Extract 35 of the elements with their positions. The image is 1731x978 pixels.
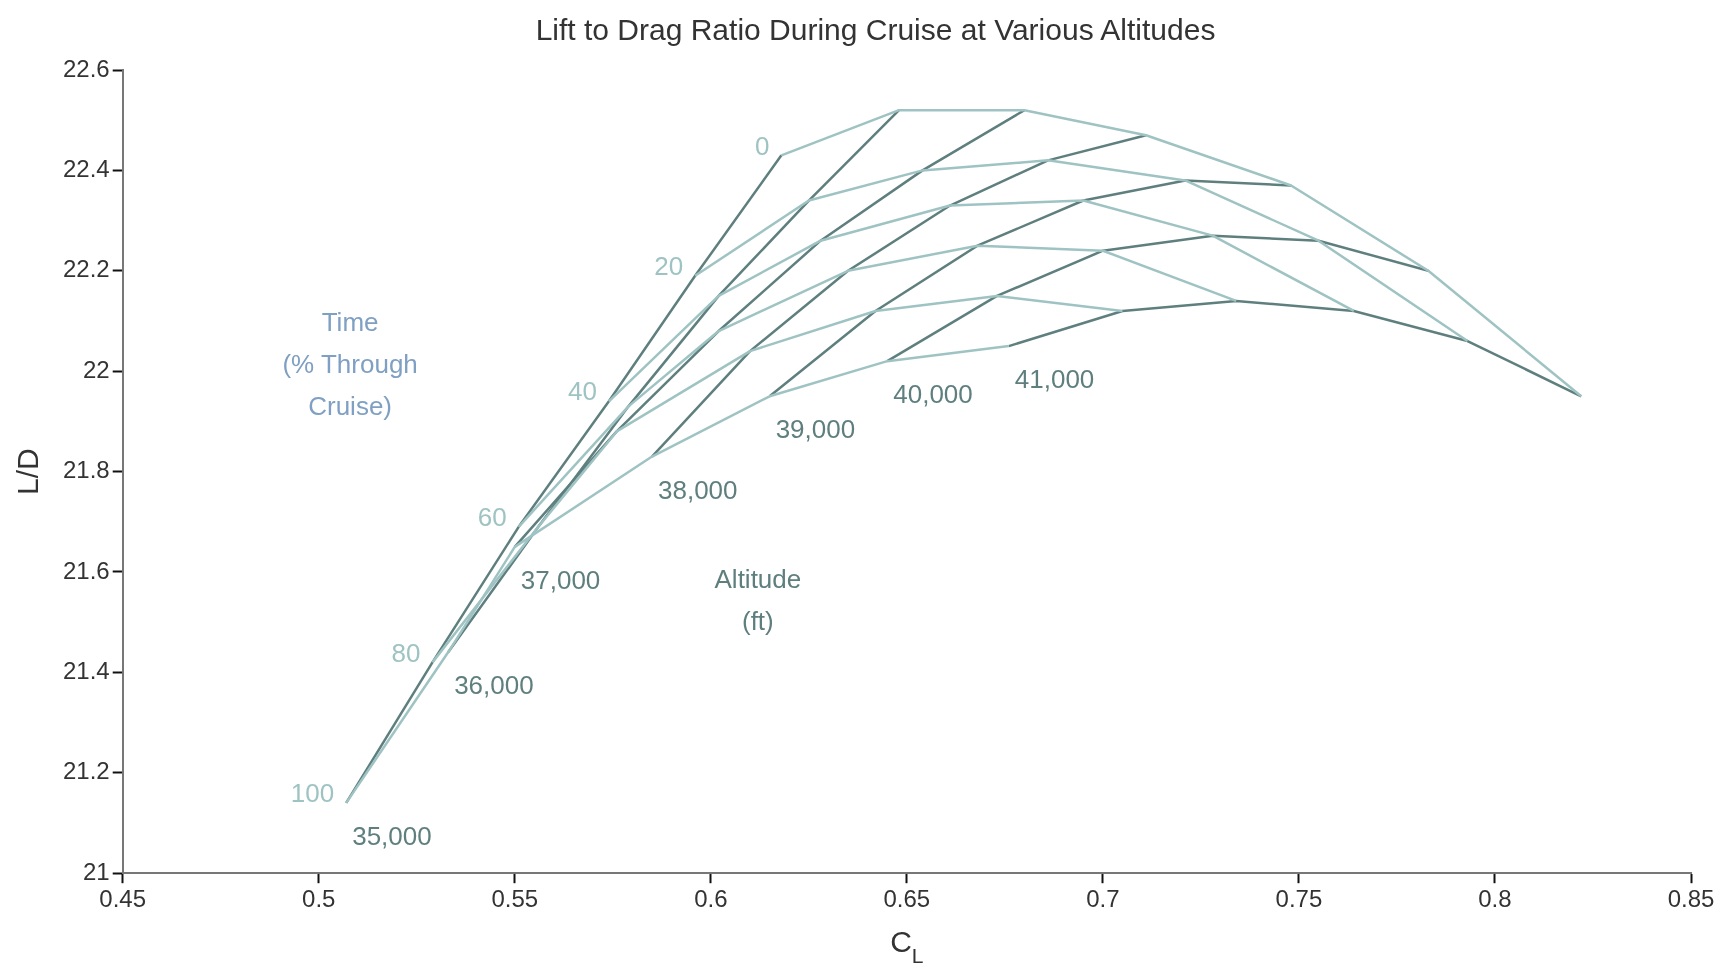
x-tick-label: 0.55 bbox=[491, 885, 539, 913]
y-tick-label: 21 bbox=[83, 857, 110, 885]
series-label: 36,000 bbox=[454, 670, 534, 701]
y-tick-label: 21.8 bbox=[62, 456, 110, 484]
series-label: 41,000 bbox=[1014, 364, 1095, 395]
y-tick-label: 21.6 bbox=[62, 556, 110, 584]
series-label: 20 bbox=[654, 250, 684, 281]
series-label: 39,000 bbox=[775, 414, 856, 445]
series-label: 38,000 bbox=[658, 474, 738, 505]
chart-title: Lift to Drag Ratio During Cruise at Various Altitudes bbox=[535, 13, 1216, 47]
x-tick-label: 0.45 bbox=[99, 885, 147, 913]
series-label: 35,000 bbox=[352, 821, 432, 852]
y-tick-label: 21.4 bbox=[62, 657, 110, 685]
y-tick-label: 21.2 bbox=[62, 757, 110, 785]
series-label: 40 bbox=[567, 376, 597, 407]
series-label: 100 bbox=[290, 778, 335, 809]
series-label: 40,000 bbox=[893, 379, 973, 410]
x-tick-label: 0.7 bbox=[1086, 885, 1120, 913]
y-tick-label: 22 bbox=[83, 355, 110, 383]
x-tick-label: 0.6 bbox=[694, 885, 728, 913]
x-tick-label: 0.85 bbox=[1667, 885, 1715, 913]
series-label: 60 bbox=[477, 501, 507, 532]
annotation: Altitude (ft) bbox=[714, 564, 802, 637]
series-label: 80 bbox=[391, 637, 421, 668]
y-axis-title: L/D bbox=[11, 448, 44, 495]
y-tick-label: 22.2 bbox=[62, 255, 110, 283]
series-label: 0 bbox=[754, 130, 770, 161]
annotation: Time (% Through Cruise) bbox=[282, 307, 418, 422]
y-tick-label: 22.6 bbox=[62, 54, 110, 82]
x-tick-label: 0.8 bbox=[1478, 885, 1512, 913]
x-tick-label: 0.75 bbox=[1275, 885, 1323, 913]
y-tick-label: 22.4 bbox=[62, 155, 110, 183]
x-tick-label: 0.65 bbox=[883, 885, 931, 913]
series-label: 37,000 bbox=[520, 565, 601, 596]
x-tick-label: 0.5 bbox=[302, 885, 336, 913]
